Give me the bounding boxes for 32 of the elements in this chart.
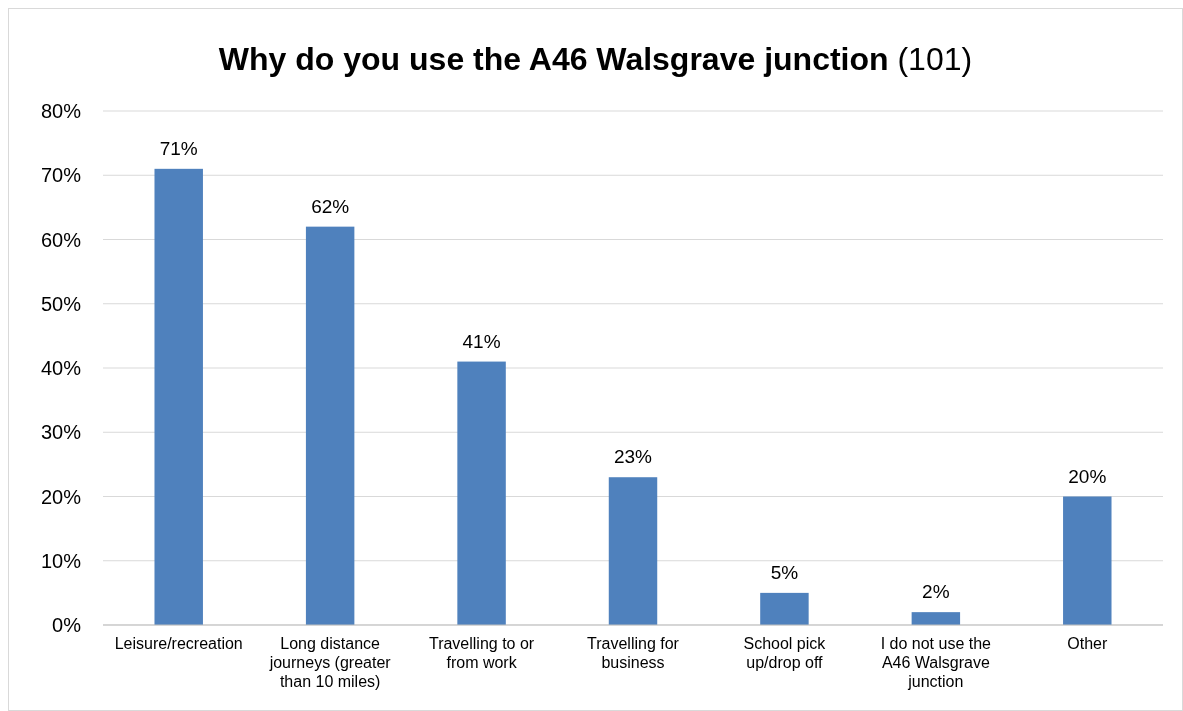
bar (608, 477, 658, 625)
y-tick-label: 0% (52, 614, 82, 636)
bar (305, 226, 355, 625)
data-label: 20% (1068, 465, 1107, 487)
y-tick-label: 70% (40, 164, 82, 187)
chart-title: Why do you use the A46 Walsgrave junction (218, 41, 889, 77)
y-tick-label: 80% (40, 100, 82, 122)
y-tick-label: 40% (40, 357, 82, 379)
data-label: 71% (159, 137, 198, 159)
x-tick-label: School pick up/drop off (743, 635, 827, 671)
data-label: 62% (311, 195, 350, 217)
y-tick-label: 10% (40, 549, 82, 572)
data-label: 5% (770, 561, 799, 583)
x-tick-label: I do not use the A46 Walsgrave junction (880, 635, 992, 690)
y-tick-label: 20% (40, 485, 82, 508)
bar (760, 592, 809, 625)
data-label: 23% (613, 446, 653, 468)
data-label: 41% (462, 330, 501, 352)
y-tick-label: 60% (40, 228, 82, 251)
bar (457, 361, 506, 625)
data-label: 2% (922, 581, 950, 603)
chart-subtitle: (101) (888, 41, 973, 77)
x-tick-label: Travelling to or from work (428, 635, 535, 671)
x-tick-label: Other (1067, 635, 1108, 652)
x-tick-label: Long distance journeys (greater than 10 miles) (268, 635, 392, 690)
y-tick-label: 30% (40, 421, 82, 444)
bar (911, 612, 961, 625)
x-tick-label: Leisure/recreation (114, 635, 243, 652)
bar (1063, 496, 1112, 625)
bar (154, 168, 203, 625)
x-tick-label: Travelling for business (587, 635, 680, 671)
y-tick-label: 50% (40, 292, 82, 315)
